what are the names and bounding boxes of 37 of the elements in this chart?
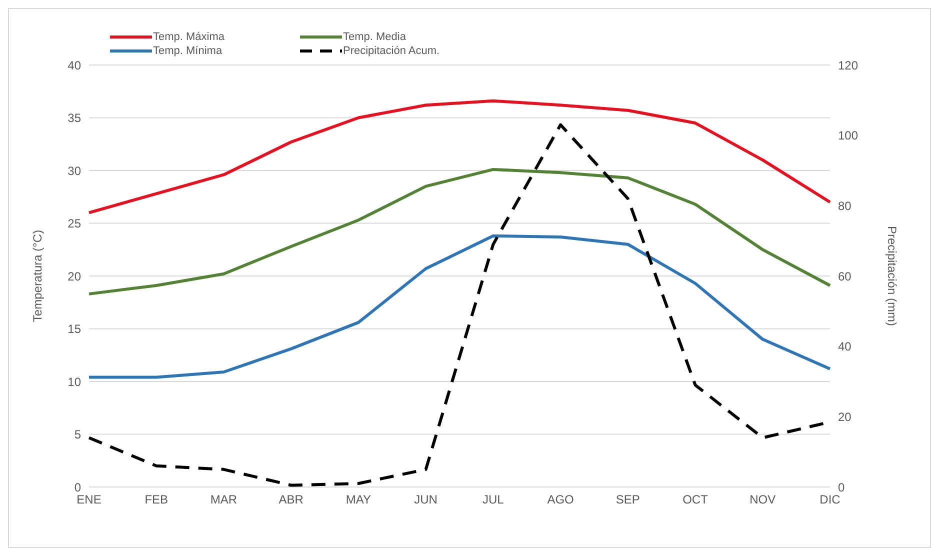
x-tick-label: JUL: [482, 492, 504, 507]
y-tick-label: 35: [68, 111, 82, 126]
x-tick-label: JUN: [414, 492, 438, 507]
y-tick-label: 20: [68, 269, 82, 284]
y-tick-label: 0: [74, 480, 82, 494]
y-tick-label: 25: [68, 216, 82, 231]
x-tick-label: SEP: [616, 492, 640, 507]
line-series: [88, 168, 832, 296]
y2-tick-label: 80: [838, 198, 852, 213]
legend-label: Precipitación Acum.: [343, 45, 440, 57]
y2-tick-label: 40: [838, 340, 852, 354]
legend-label: Temp. Media: [343, 31, 406, 43]
x-tick-label: MAR: [210, 492, 238, 507]
y2-tick-label: 120: [838, 58, 858, 72]
x-tick-label: ENE: [76, 492, 102, 507]
x-tick-label: OCT: [682, 492, 709, 507]
y-tick-label: 5: [74, 428, 82, 442]
y2-tick-label: 0: [838, 480, 845, 494]
line-series: [88, 234, 832, 379]
x-tick-label: MAY: [346, 492, 372, 507]
y2-tick-label: 20: [838, 410, 852, 424]
y-tick-label: 40: [68, 58, 82, 72]
x-tick-label: AGO: [547, 492, 574, 507]
y-tick-label: 30: [68, 164, 82, 178]
y-tick-label: 15: [68, 322, 82, 336]
line-series: [88, 99, 832, 214]
x-tick-label: DIC: [820, 492, 841, 507]
y2-tick-label: 100: [838, 128, 858, 143]
y-tick-label: 10: [68, 374, 82, 389]
x-tick-label: ABR: [278, 492, 304, 507]
legend-label: Temp. Máxima: [153, 31, 225, 43]
legend-label: Temp. Mínima: [153, 45, 222, 57]
y2-tick-label: 60: [838, 269, 852, 284]
x-tick-label: FEB: [144, 492, 168, 507]
y-axis-title: Temperatura (°C): [30, 230, 44, 322]
y2-axis-title: Precipitación (mm): [884, 226, 899, 326]
x-tick-label: NOV: [750, 492, 776, 507]
